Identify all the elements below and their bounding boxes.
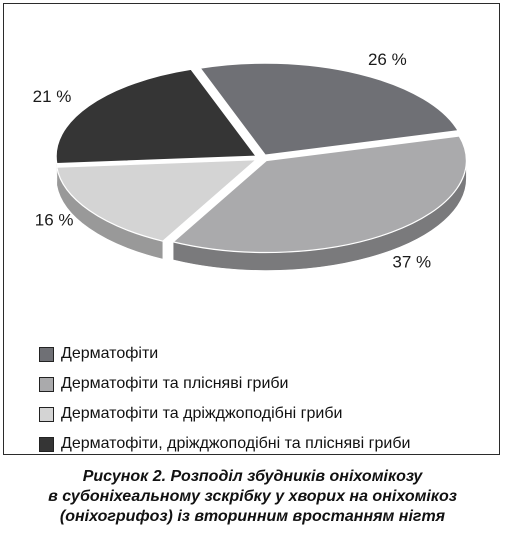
legend-swatch-dermatophytes-yeasts	[39, 406, 54, 422]
pie-data-label-0: 26 %	[368, 50, 407, 69]
legend-item-dermatophytes: Дерматофіти	[39, 339, 499, 369]
legend-item-dermatophytes-yeasts-molds: Дерматофіти, дріжджоподібні та плісняві …	[39, 429, 499, 459]
legend-swatch-dermatophytes	[39, 346, 54, 362]
legend-swatch-dermatophytes-yeasts-molds	[39, 436, 54, 452]
caption-line-1: Рисунок 2. Розподіл збудників оніхомікоз…	[82, 468, 423, 485]
pie-data-label-3: 21 %	[33, 87, 72, 106]
figure-caption: Рисунок 2. Розподіл збудників оніхомікоз…	[0, 467, 505, 527]
pie-data-label-2: 16 %	[35, 211, 74, 230]
legend-label-dermatophytes-yeasts-molds: Дерматофіти, дріжджоподібні та плісняві …	[61, 435, 411, 452]
legend-item-dermatophytes-molds: Дерматофіти та плісняві гриби	[39, 369, 499, 399]
pie-slice-0	[199, 62, 460, 156]
chart-frame: 26 % 37 % 16 % 21 % Дерматофіти Дерматофіти…	[3, 3, 500, 455]
pie-chart: 26 % 37 % 16 % 21 %	[33, 50, 467, 272]
legend-item-dermatophytes-yeasts: Дерматофіти та дріжджоподібні гриби	[39, 399, 499, 429]
legend-label-dermatophytes-yeasts: Дерматофіти та дріжджоподібні гриби	[61, 405, 343, 422]
pie-tops	[55, 62, 467, 254]
pie-data-label-1: 37 %	[392, 253, 431, 272]
legend-label-dermatophytes-molds: Дерматофіти та плісняві гриби	[61, 375, 289, 392]
legend-label-dermatophytes: Дерматофіти	[61, 345, 159, 362]
caption-line-2: в субоніхеальному зскрібку у хворих на о…	[48, 488, 457, 505]
pie-slice-3	[55, 68, 258, 165]
caption-line-3: (оніхогрифоз) із вторинним вростанням ні…	[59, 508, 446, 525]
legend-swatch-dermatophytes-molds	[39, 376, 54, 392]
chart-legend: Дерматофіти Дерматофіти та плісняві гриб…	[39, 339, 499, 459]
pie-slice-1	[171, 135, 467, 254]
pie-slice-2	[56, 159, 258, 242]
